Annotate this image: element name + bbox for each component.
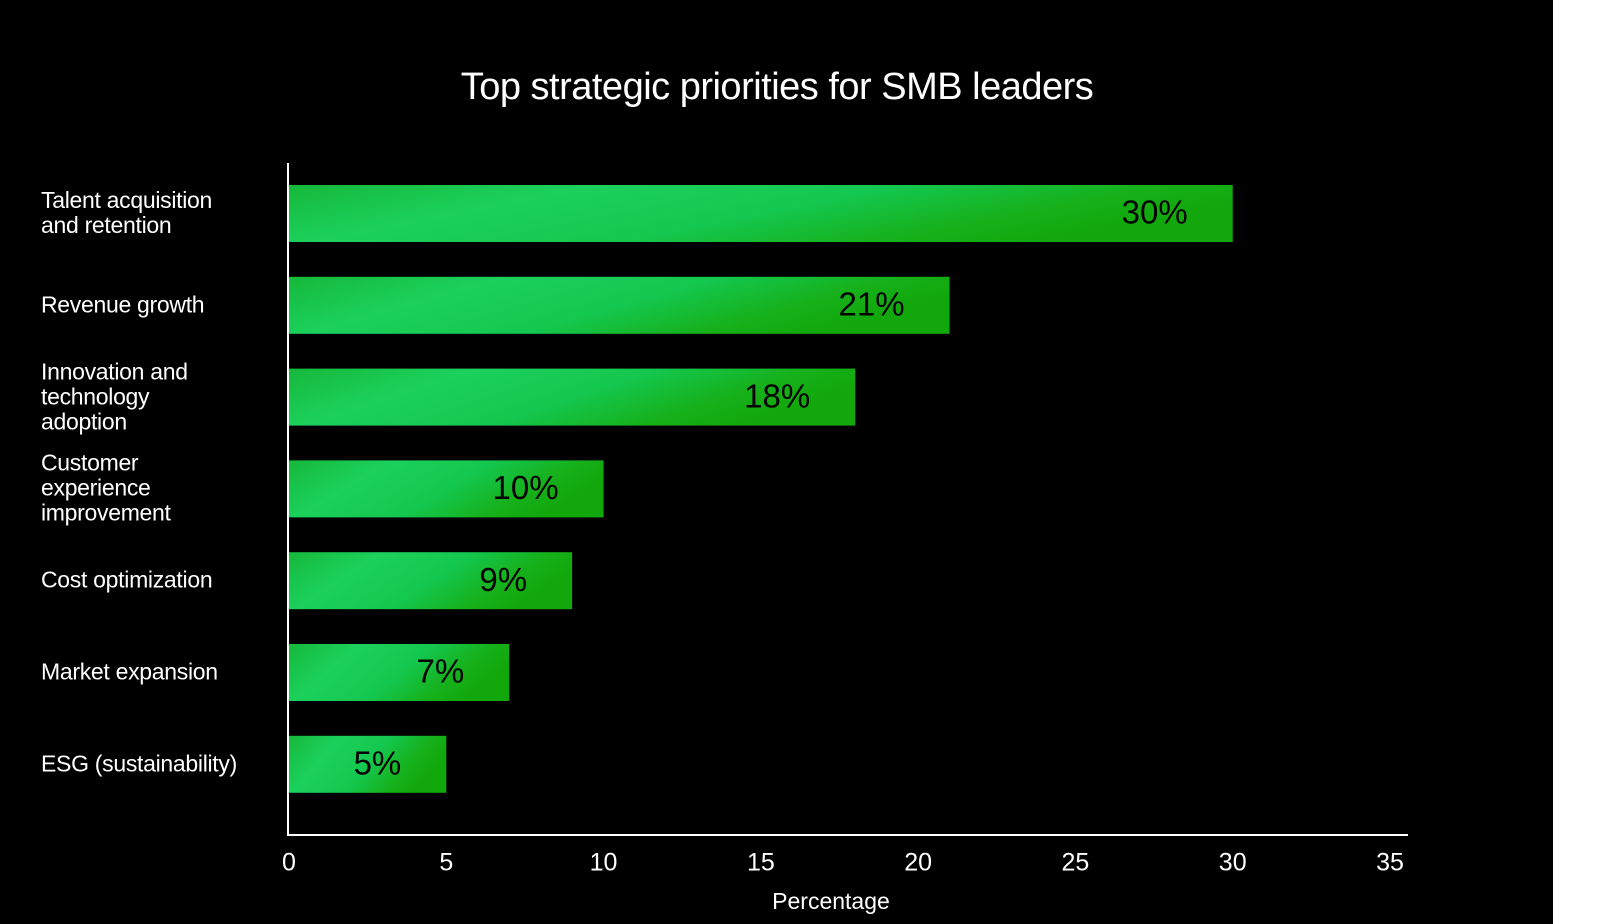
bar — [289, 368, 856, 426]
y-tick-label: Talent acquisition and retention — [41, 187, 213, 238]
x-tick-label: 15 — [747, 849, 775, 877]
data-label: 30% — [1122, 194, 1188, 231]
data-label: 21% — [839, 286, 905, 323]
y-tick-label: Innovation and technology adoption — [41, 358, 188, 435]
data-label: 9% — [479, 561, 527, 598]
data-label: 7% — [416, 653, 464, 690]
data-label: 18% — [744, 377, 810, 414]
data-label: 5% — [354, 745, 402, 782]
chart-title: Top strategic priorities for SMB leaders — [461, 66, 1094, 108]
x-tick-label: 25 — [1062, 849, 1090, 877]
x-axis-label: Percentage — [772, 888, 890, 914]
y-tick-label: ESG (sustainability) — [41, 750, 237, 777]
bar — [289, 185, 1233, 242]
y-tick-label: Customer experience improvement — [41, 449, 171, 526]
data-label: 10% — [493, 469, 559, 506]
x-tick-label: 20 — [904, 849, 932, 877]
y-tick-label: Revenue growth — [41, 291, 205, 318]
y-tick-label: Cost optimization — [41, 566, 213, 593]
y-tick-label: Market expansion — [41, 658, 218, 685]
bar — [289, 460, 604, 518]
x-tick-label: 10 — [590, 849, 618, 877]
bar — [289, 276, 950, 334]
x-tick-label: 5 — [439, 849, 453, 877]
x-tick-label: 35 — [1376, 849, 1404, 877]
x-tick-label: 0 — [282, 849, 296, 877]
x-tick-label: 30 — [1219, 849, 1247, 877]
background — [0, 0, 1553, 924]
bar — [289, 552, 573, 610]
bar — [289, 735, 447, 793]
bar — [289, 644, 510, 701]
